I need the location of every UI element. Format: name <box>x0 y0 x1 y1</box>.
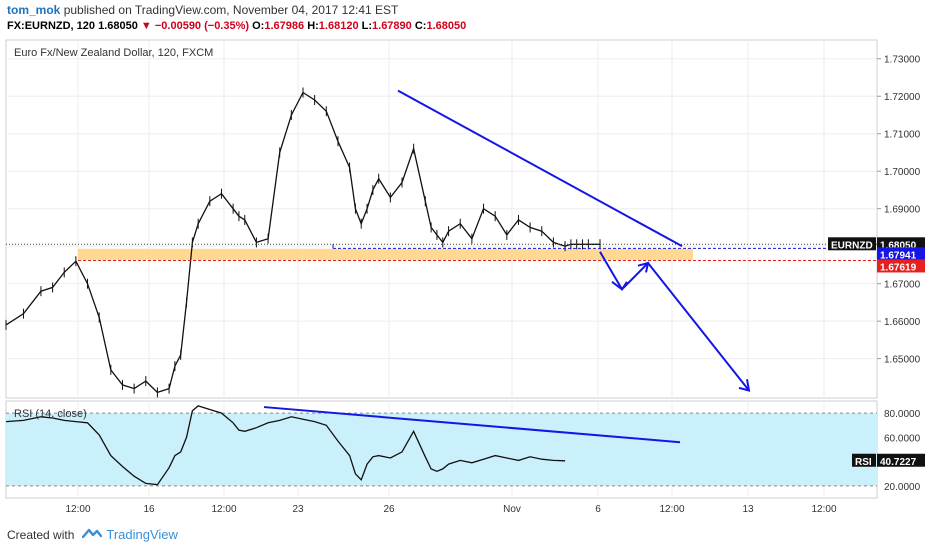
x-tick-label-8: 13 <box>742 504 754 515</box>
support-zone <box>78 248 693 261</box>
rsi-series-line <box>5 405 566 486</box>
publisher-line: tom_mok published on TradingView.com, No… <box>7 3 398 17</box>
rsi-title: RSI (14, close) <box>14 408 87 420</box>
footer: Created with TradingView <box>7 527 178 542</box>
low-label: L: <box>361 20 373 32</box>
price-pane <box>5 39 878 399</box>
high-value: 1.68120 <box>318 20 359 32</box>
rsi-tick-label-0: 80.0000 <box>884 409 921 420</box>
projection-path <box>599 251 750 392</box>
y-tick-label-7: 1.66000 <box>884 317 921 328</box>
y-tick-label-8: 1.65000 <box>884 355 921 366</box>
price-label-text-2: 1.67941 <box>880 250 917 261</box>
price-label-text-0: EURNZD <box>831 240 873 251</box>
created-with-text: Created with <box>7 527 75 542</box>
price-label-box-3 <box>877 259 925 273</box>
y-tick-label-4: 1.69000 <box>884 205 921 216</box>
open-value: 1.67986 <box>264 20 305 32</box>
price-change: ▼ −0.00590 (−0.35%) <box>140 20 250 32</box>
rsi-divergence-line <box>263 406 681 444</box>
resistance-trendline <box>397 89 683 248</box>
open-label: O: <box>252 20 265 32</box>
tradingview-logo-icon[interactable] <box>82 527 103 542</box>
x-tick-label-7: 12:00 <box>659 504 684 515</box>
price-label-box-1 <box>877 237 925 251</box>
y-tick-label-1: 1.72000 <box>884 92 921 103</box>
x-tick-label-4: 26 <box>383 504 395 515</box>
last-price: 1.68050 <box>98 20 138 32</box>
publish-info: published on TradingView.com, November 0… <box>63 3 399 17</box>
rsi-label-text: RSI <box>855 457 872 468</box>
rsi-tick-label-2: 20.0000 <box>884 482 921 493</box>
x-tick-label-6: 6 <box>595 504 601 515</box>
price-label-text-3: 1.67619 <box>880 262 917 273</box>
close-value: 1.68050 <box>426 20 467 32</box>
rsi-label-box <box>852 453 876 467</box>
rsi-tick-label-1: 60.0000 <box>884 433 921 444</box>
arrowhead-icon <box>611 280 628 291</box>
close-label: C: <box>414 20 427 32</box>
publisher-user[interactable]: tom_mok <box>7 3 61 17</box>
price-label-box-2 <box>877 247 925 261</box>
price-label-text-1: 1.68050 <box>880 240 917 251</box>
y-tick-label-3: 1.70000 <box>884 167 921 178</box>
chart-title: Euro Fx/New Zealand Dollar, 120, FXCM <box>14 47 213 59</box>
tradingview-brand[interactable]: TradingView <box>106 527 178 542</box>
arrowhead-icon <box>738 379 751 392</box>
symbol-label: FX:EURNZD, 120 <box>7 20 96 32</box>
high-label: H: <box>307 20 319 32</box>
x-tick-label-9: 12:00 <box>811 504 836 515</box>
rsi-band <box>6 413 877 486</box>
rsi-value-box <box>877 453 925 467</box>
x-tick-label-0: 12:00 <box>65 504 90 515</box>
price-label-box-0 <box>828 237 876 251</box>
y-tick-label-0: 1.73000 <box>884 55 921 66</box>
ohlc-line: FX:EURNZD, 120 1.68050 ▼ −0.00590 (−0.35… <box>7 20 466 32</box>
x-tick-label-3: 23 <box>292 504 304 515</box>
arrowhead-icon <box>637 261 650 273</box>
x-tick-label-5: Nov <box>503 504 521 515</box>
y-tick-label-6: 1.67000 <box>884 280 921 291</box>
x-tick-label-2: 12:00 <box>211 504 236 515</box>
x-tick-label-1: 16 <box>143 504 155 515</box>
y-tick-label-2: 1.71000 <box>884 130 921 141</box>
low-value: 1.67890 <box>372 20 412 32</box>
rsi-value-text: 40.7227 <box>880 457 917 468</box>
